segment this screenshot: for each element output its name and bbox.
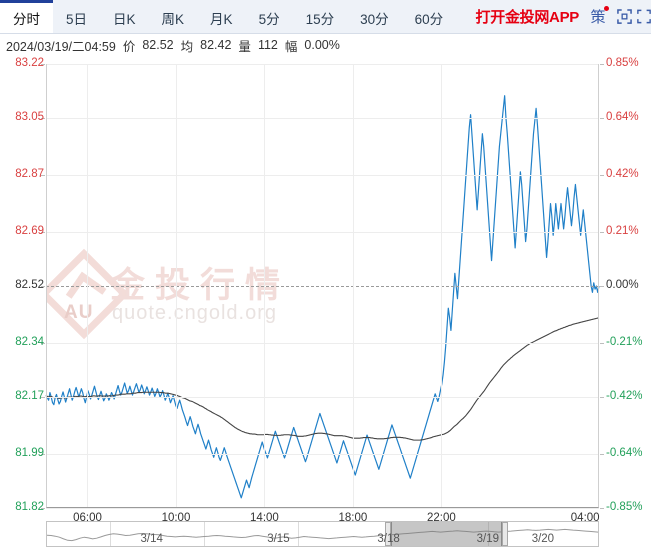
y-axis-tick-right — [600, 397, 604, 398]
y-axis-tick-left — [41, 64, 45, 65]
y-axis-tick-left — [41, 286, 45, 287]
y-axis-label-left-0: 83.22 — [15, 57, 44, 69]
gridline-horizontal — [46, 343, 599, 345]
navigator-overview-line — [47, 528, 598, 542]
y-axis-label-right-2: 0.42% — [606, 168, 639, 180]
plot-area[interactable]: AU 金投行情 quote.cngold.org — [45, 64, 600, 509]
period-tab-6[interactable]: 15分 — [305, 12, 335, 27]
period-tabs: 分时 5日 日K 周K 月K 5分 15分 30分 60分 — [0, 0, 456, 33]
volume-label: 量 — [238, 39, 251, 54]
period-tab-2[interactable]: 日K — [113, 12, 136, 27]
open-app-button[interactable]: 打开金投网APP — [475, 9, 580, 26]
navigator-divider — [204, 522, 206, 546]
navigator-divider — [487, 522, 489, 546]
period-tab-7[interactable]: 30分 — [360, 12, 389, 27]
y-axis-label-left-6: 82.17 — [15, 390, 44, 402]
navigator-divider — [297, 522, 299, 546]
series-lines — [45, 95, 600, 499]
y-axis-tick-left — [41, 508, 45, 509]
y-axis-label-left-7: 81.99 — [15, 447, 44, 460]
y-axis-label-left-8: 81.82 — [15, 501, 44, 513]
volume-value: 112 — [257, 38, 278, 52]
gridline-vertical — [441, 64, 443, 508]
price-chart[interactable]: AU 金投行情 quote.cngold.org 83.22 0.85% 83.05… — [0, 56, 651, 524]
gridline-horizontal — [46, 175, 599, 176]
period-tab-0[interactable]: 分时 — [0, 0, 53, 33]
quote-info-bar: 2024/03/19/二04:59 价 82.52 均 82.42 量 112 … — [0, 34, 651, 56]
period-tab-8[interactable]: 60分 — [414, 12, 444, 27]
gridline-horizontal — [46, 397, 599, 398]
price-label: 价 — [122, 39, 136, 54]
y-axis-label-left-3: 82.69 — [15, 225, 44, 238]
average-label: 均 — [180, 39, 194, 54]
price-line — [45, 95, 600, 499]
gridline-vertical — [352, 64, 354, 508]
y-axis-tick-left — [41, 454, 45, 456]
y-axis-label-left-2: 82.87 — [15, 168, 44, 180]
y-axis-tick-left — [41, 397, 45, 398]
toolbar-spacer — [456, 0, 469, 33]
y-axis-label-right-6: -0.42% — [606, 390, 643, 402]
y-axis-label-left-4: 82.52 — [15, 279, 44, 291]
gridline-horizontal — [46, 232, 599, 234]
y-axis-label-right-8: -0.85% — [606, 501, 643, 513]
strategy-icon[interactable]: 策 — [585, 0, 611, 33]
average-value: 82.42 — [200, 38, 232, 52]
y-axis-tick-right — [600, 508, 604, 509]
y-axis-label-left-5: 82.34 — [15, 336, 44, 349]
y-axis-label-left-1: 83.05 — [15, 110, 44, 123]
period-tab-3[interactable]: 周K — [161, 12, 185, 27]
price-value: 82.52 — [142, 38, 174, 52]
gridline-horizontal — [46, 64, 599, 65]
change-value: 0.00% — [304, 38, 340, 52]
period-tab-1[interactable]: 5日 — [66, 12, 88, 27]
y-axis-tick-right — [600, 64, 604, 65]
y-axis-label-right-3: 0.21% — [606, 225, 639, 238]
gridline-horizontal — [46, 454, 599, 456]
period-tab-5[interactable]: 5分 — [258, 12, 280, 27]
y-axis-tick-left — [41, 175, 45, 176]
y-axis-label-right-1: 0.64% — [606, 110, 639, 123]
navigator-label-2: 3/18 — [377, 533, 400, 545]
y-axis-label-right-4: 0.00% — [606, 279, 639, 291]
navigator-label-0: 3/14 — [140, 533, 163, 545]
gridline-vertical — [87, 64, 89, 508]
gridline-horizontal — [46, 117, 599, 119]
range-navigator[interactable]: 3/14 3/15 3/18 3/19 3/20 — [46, 521, 599, 547]
navigator-label-1: 3/15 — [267, 533, 290, 545]
navigator-label-3: 3/19 — [476, 533, 499, 545]
navigator-label-4: 3/20 — [531, 533, 555, 545]
period-toolbar: 分时 5日 日K 周K 月K 5分 15分 30分 60分 打开金投网APP 策 — [0, 0, 651, 34]
notification-dot-icon — [604, 6, 609, 11]
y-axis-tick-right — [600, 232, 604, 234]
navigator-handle-right[interactable] — [501, 522, 508, 546]
y-axis-tick-left — [41, 232, 45, 234]
reference-line — [46, 286, 599, 287]
gridline-vertical — [175, 64, 177, 508]
y-axis-tick-right — [600, 286, 604, 287]
quote-datetime: 2024/03/19/二04:59 — [6, 39, 116, 54]
y-axis-label-right-0: 0.85% — [606, 57, 639, 69]
y-axis-tick-right — [600, 175, 604, 176]
strategy-icon-label: 策 — [590, 9, 606, 26]
y-axis-label-right-5: -0.21% — [606, 336, 643, 349]
navigator-handle-left[interactable] — [385, 522, 392, 546]
y-axis-tick-right — [600, 343, 604, 345]
y-axis-tick-right — [600, 454, 604, 456]
navigator-track[interactable]: 3/14 3/15 3/18 3/19 3/20 — [47, 522, 598, 546]
y-axis-tick-left — [41, 343, 45, 345]
y-axis-tick-right — [600, 117, 604, 119]
change-label: 幅 — [284, 39, 298, 54]
gridline-vertical — [264, 64, 266, 508]
fullscreen-icon[interactable] — [611, 0, 637, 33]
y-axis-tick-left — [41, 117, 45, 119]
more-options-icon[interactable] — [637, 0, 651, 33]
y-axis-label-right-7: -0.64% — [606, 447, 643, 460]
period-tab-4[interactable]: 月K — [210, 12, 233, 27]
average-line — [45, 317, 600, 441]
navigator-selection[interactable] — [391, 522, 502, 546]
gridline-horizontal — [46, 508, 599, 509]
